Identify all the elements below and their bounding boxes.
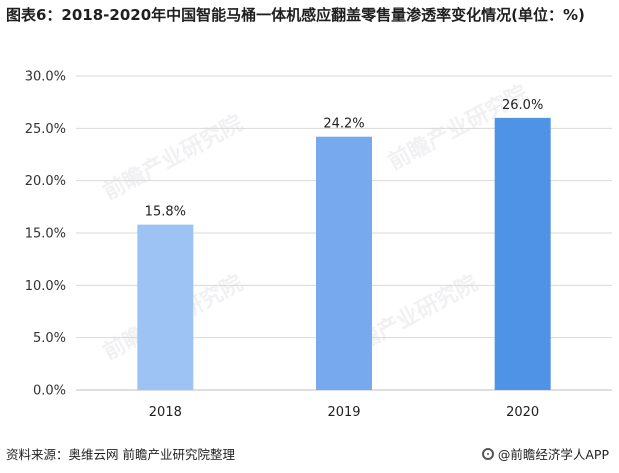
y-tick-label: 25.0% — [25, 122, 66, 137]
y-tick-label: 20.0% — [25, 174, 66, 189]
bar-2018 — [137, 224, 194, 390]
bar-chart: 0.0% 5.0% 10.0% 15.0% 20.0% 25.0% 30.0% 15.8% 2… — [25, 70, 612, 420]
value-label: 24.2% — [323, 117, 364, 132]
value-labels: 15.8% 24.2% 26.0% — [145, 98, 544, 220]
y-tick-label: 5.0% — [33, 331, 66, 346]
bar-2019 — [316, 136, 372, 390]
footer: 资料来源：奥维云网 前瞻产业研究院整理 @前瞻经济学人APP — [6, 444, 609, 463]
brand: @前瞻经济学人APP — [481, 444, 609, 463]
brand-logo-icon — [481, 447, 494, 460]
x-tick-label: 2018 — [149, 405, 182, 420]
value-label: 15.8% — [145, 205, 186, 220]
value-label: 26.0% — [502, 98, 543, 113]
y-tick-label: 15.0% — [25, 227, 66, 242]
x-axis-ticks: 2018 2019 2020 — [149, 405, 539, 420]
bars — [137, 117, 551, 390]
y-tick-label: 30.0% — [25, 70, 66, 85]
y-axis-ticks: 0.0% 5.0% 10.0% 15.0% 20.0% 25.0% 30.0% — [25, 70, 66, 399]
source-note: 资料来源：奥维云网 前瞻产业研究院整理 — [6, 447, 235, 462]
y-tick-label: 0.0% — [33, 384, 66, 399]
x-tick-label: 2019 — [327, 405, 360, 420]
brand-label: @前瞻经济学人APP — [497, 447, 609, 462]
bar-2020 — [494, 117, 551, 390]
chart-title: 图表6：2018-2020年中国智能马桶一体机感应翻盖零售量渗透率变化情况(单位… — [6, 6, 585, 24]
y-tick-label: 10.0% — [25, 279, 66, 294]
x-tick-label: 2020 — [506, 405, 539, 420]
